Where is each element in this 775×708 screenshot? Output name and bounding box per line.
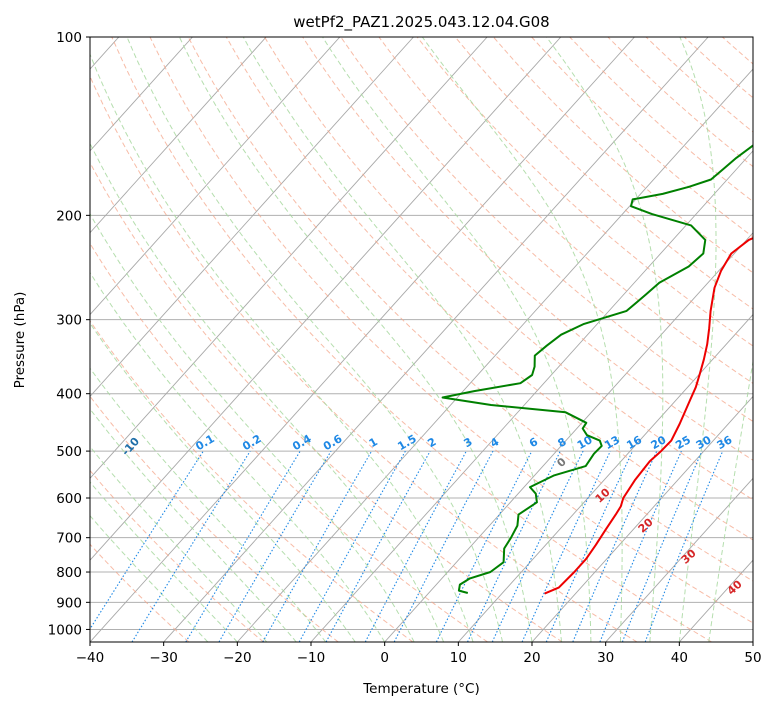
x-tick-label: −30	[149, 650, 178, 666]
dry-adiabat-line	[90, 242, 488, 642]
dry-adiabat-line	[761, 37, 775, 642]
mixing-ratio-line	[435, 450, 533, 642]
isotherm-line	[163, 37, 709, 642]
chart-title: wetPf2_PAZ1.2025.043.12.04.G08	[293, 13, 549, 32]
mixing-ratio-line	[298, 450, 406, 642]
moist-adiabat-line	[126, 37, 503, 642]
y-tick-label: 700	[56, 531, 82, 547]
moist-adiabat-line	[178, 37, 533, 642]
x-tick-label: 20	[523, 650, 540, 666]
x-tick-label: 40	[671, 650, 688, 666]
isotherm-line	[752, 641, 753, 642]
mixing-ratio-line	[131, 450, 251, 642]
x-tick-label: 10	[450, 650, 467, 666]
y-tick-label: 800	[56, 565, 82, 581]
moist-adiabat-line	[90, 445, 268, 642]
isotherm-line	[384, 232, 753, 642]
y-tick-label: 500	[56, 444, 82, 460]
mixing-ratio-line	[644, 450, 724, 642]
moist-adiabat-line	[678, 37, 717, 642]
dry-adiabat-line	[111, 37, 712, 642]
temperature-profile-line	[544, 237, 753, 595]
y-tick-label: 400	[56, 387, 82, 403]
isotherm-line	[90, 37, 341, 316]
moist-adiabat-line	[421, 37, 623, 642]
x-tick-label: −40	[76, 650, 105, 666]
dry-adiabat-line	[90, 395, 339, 642]
dry-adiabat-line	[90, 320, 414, 642]
dewpoint-profile-line	[441, 144, 753, 594]
y-tick-label: 1000	[48, 622, 82, 638]
y-tick-label: 600	[56, 491, 82, 507]
x-axis-label: Temperature (°C)	[362, 681, 480, 697]
isotherm-line	[457, 313, 753, 642]
moist-adiabat-line	[322, 37, 592, 642]
x-tick-label: −20	[223, 650, 252, 666]
y-tick-label: 100	[56, 30, 82, 46]
dry-adiabat-label: -20	[23, 386, 46, 410]
dry-adiabat-line	[225, 37, 753, 541]
dry-adiabat-line	[149, 37, 753, 624]
moist-adiabat-line	[90, 212, 415, 642]
isotherm-line	[90, 37, 267, 234]
moist-adiabat-line	[90, 408, 297, 642]
dry-adiabat-line	[264, 37, 753, 501]
dry-adiabat-line	[90, 75, 638, 642]
mixing-ratio-line	[491, 450, 584, 642]
dry-adiabat-line	[90, 161, 563, 642]
mixing-ratio-line	[364, 450, 467, 642]
isotherm-line	[90, 37, 193, 152]
isotherm-line	[90, 37, 488, 479]
mixing-ratio-line	[521, 450, 611, 642]
dry-adiabat-line	[454, 37, 753, 310]
moist-adiabat-line	[90, 322, 356, 642]
isotherm-line	[90, 37, 414, 398]
y-tick-label: 900	[56, 595, 82, 611]
mixing-ratio-line	[185, 450, 301, 642]
isotherm-line	[236, 68, 753, 642]
dry-adiabat-line	[187, 37, 753, 582]
x-tick-label: −10	[297, 650, 326, 666]
dry-adiabat-line	[340, 37, 753, 423]
plot-frame	[89, 36, 754, 643]
x-tick-label: 0	[380, 650, 389, 666]
mixing-ratio-line	[325, 450, 431, 642]
isotherm-line	[90, 37, 635, 642]
dry-adiabat-line	[90, 469, 264, 642]
profile-lines	[441, 144, 753, 595]
mixing-ratio-line	[90, 450, 204, 630]
moist-adiabat-line	[242, 37, 562, 642]
mixing-ratio-line	[572, 450, 658, 642]
moist-adiabat-line	[546, 37, 664, 642]
mixing-ratio-line	[393, 450, 494, 642]
y-tick-label: 200	[56, 208, 82, 224]
isotherm-line	[605, 477, 753, 642]
moist-adiabat-line	[90, 271, 386, 642]
background-lines	[90, 37, 775, 642]
plot-background	[90, 37, 753, 642]
isotherm-line	[531, 395, 753, 642]
isotherm-line	[90, 37, 562, 561]
moist-adiabat-line	[90, 367, 327, 642]
moist-adiabat-line	[708, 358, 753, 642]
moist-adiabat-line	[90, 481, 238, 642]
moist-adiabat-line	[90, 515, 209, 642]
axis-ticks: −40 −30 −20 −10 0 10 20 30 40 50 100 200 300 400 500 60…	[48, 30, 762, 666]
moist-adiabat-line	[90, 142, 445, 642]
x-tick-label: 50	[744, 650, 761, 666]
y-tick-label: 300	[56, 313, 82, 329]
mixing-ratio-line	[621, 450, 703, 642]
dry-adiabat-line	[416, 37, 753, 347]
mixing-ratio-line	[599, 450, 682, 642]
y-axis-label: Pressure (hPa)	[12, 292, 28, 389]
x-tick-label: 30	[597, 650, 614, 666]
moist-adiabat-line	[90, 52, 474, 642]
